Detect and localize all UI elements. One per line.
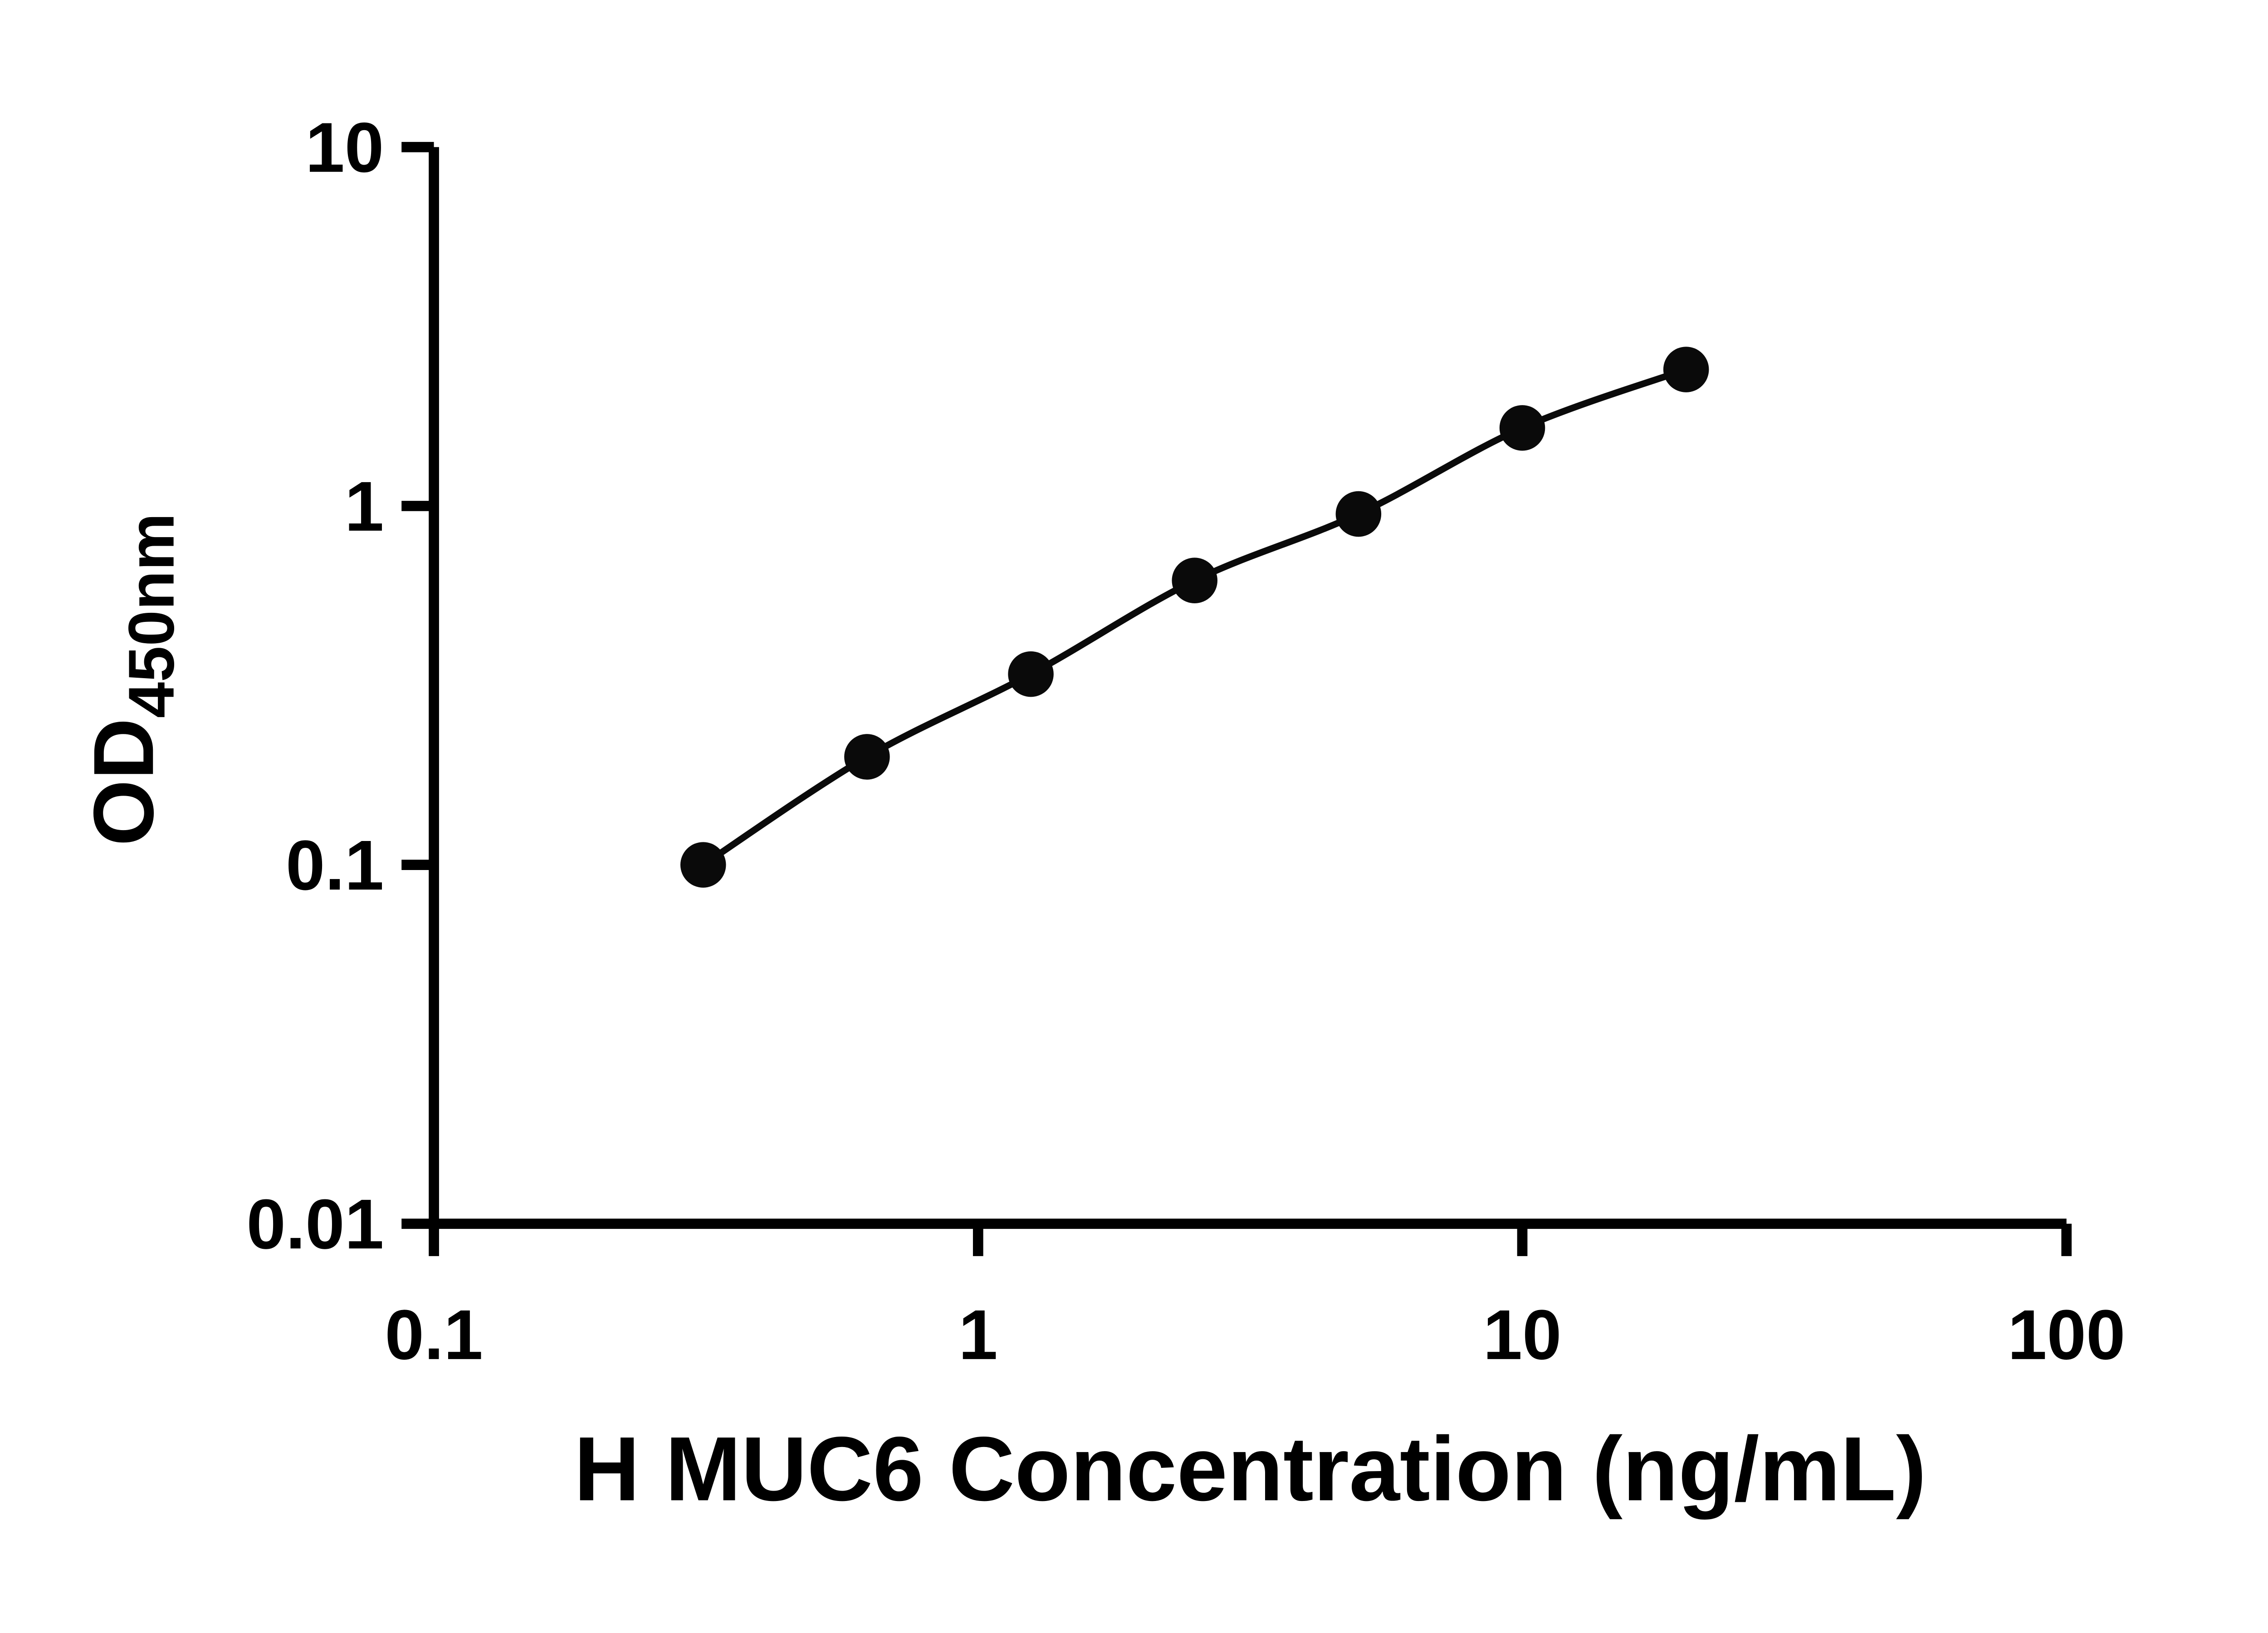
x-axis-tick-label: 10 xyxy=(1483,1295,1561,1374)
y-axis-tick-label: 0.01 xyxy=(246,1184,384,1263)
data-point xyxy=(680,842,726,888)
data-point xyxy=(844,734,890,780)
x-axis-title: H MUC6 Concentration (ng/mL) xyxy=(574,1418,1926,1520)
y-axis-title: OD450nm xyxy=(76,513,187,846)
x-axis-tick-label: 0.1 xyxy=(385,1295,483,1374)
axis-spines xyxy=(429,147,2067,1229)
y-axis-tick-label: 0.1 xyxy=(286,826,384,905)
y-axis-title-sub: 450nm xyxy=(116,513,188,718)
standard-curve-line xyxy=(701,366,1687,868)
y-axis-title-main: OD xyxy=(76,718,171,846)
x-axis-tick-label: 100 xyxy=(2008,1295,2126,1374)
data-point xyxy=(1008,651,1054,697)
data-point xyxy=(1663,347,1709,392)
data-point xyxy=(1172,557,1217,603)
y-axis-tick-label: 10 xyxy=(305,108,384,187)
y-axis-tick-label: 1 xyxy=(345,467,384,546)
data-point xyxy=(1335,491,1382,537)
x-axis-tick-label: 1 xyxy=(958,1295,998,1374)
elisa-standard-curve-figure: 0.01 0.1 1 10 0.1 1 10 100 H MUC6 Concentration… xyxy=(76,108,2126,1520)
data-point xyxy=(1499,405,1545,451)
